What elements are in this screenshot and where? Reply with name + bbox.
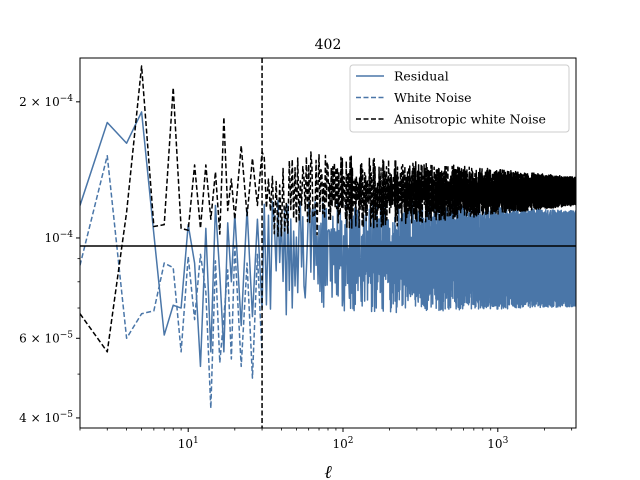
y-tick-label: 6 × 10−5 [19,330,73,345]
axis-ticks: 101 102 103 4 × 10−5 6 × 10−5 10−4 2 × 10−4 [19,94,573,451]
series-line-anisotropic-white-noise [80,65,576,353]
series-line-white-noise [80,154,263,410]
x-tick-label: 101 [178,436,199,451]
x-tick-label: 102 [332,436,353,451]
legend: Residual White Noise Anisotropic white Noi… [349,64,570,133]
y-tick-label: 2 × 10−4 [19,94,73,109]
x-tick-label: 103 [487,436,508,451]
legend-entry-label: Anisotropic white Noise [393,112,546,127]
series-line-residual [80,111,576,368]
y-tick-label: 4 × 10−5 [19,410,73,425]
legend-entry-label: Residual [394,69,449,84]
y-tick-label: 10−4 [44,230,73,245]
legend-entry-label: White Noise [394,90,472,105]
series-layer [80,65,576,410]
chart-title: 402 [315,37,342,53]
x-axis-label: ℓ [324,462,332,480]
legend-box [349,64,570,133]
reference-lines [80,58,576,428]
